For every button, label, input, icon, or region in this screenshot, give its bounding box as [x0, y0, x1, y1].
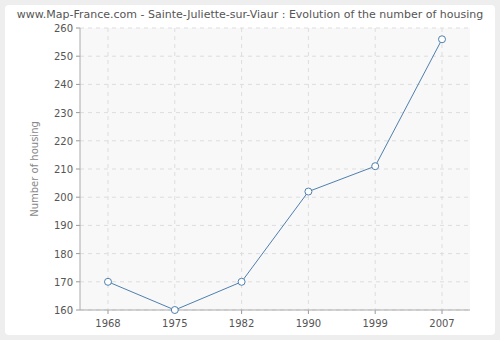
- grid-line: [80, 169, 470, 170]
- grid-line: [241, 28, 242, 310]
- x-tick-label: 1975: [162, 318, 187, 329]
- grid-line: [80, 310, 470, 311]
- y-tick-label: 180: [54, 249, 73, 260]
- data-group: [105, 36, 446, 314]
- y-tick-label: 200: [54, 192, 73, 203]
- grid-line: [80, 281, 470, 282]
- tick-mark: [76, 281, 80, 282]
- x-tick-label: 1990: [296, 318, 321, 329]
- grid-line: [80, 112, 470, 113]
- title: www.Map-France.com - Sainte-Juliette-sur…: [17, 8, 484, 21]
- tick-mark: [76, 84, 80, 85]
- grid-line: [80, 28, 470, 29]
- y-tick-label: 240: [54, 79, 73, 90]
- chart-root: www.Map-France.com - Sainte-Juliette-sur…: [0, 0, 500, 340]
- grid-line: [80, 253, 470, 254]
- tick-mark: [108, 310, 109, 314]
- y-tick-label: 260: [54, 23, 73, 34]
- tick-mark: [76, 56, 80, 57]
- data-point: [171, 307, 178, 314]
- y-tick-label: 250: [54, 51, 73, 62]
- x-tick-label: 1982: [229, 318, 254, 329]
- x-tick-label: 1968: [95, 318, 120, 329]
- data-point: [305, 188, 312, 195]
- plot-area: [80, 28, 470, 310]
- tick-mark: [76, 112, 80, 113]
- y-axis: [80, 28, 81, 310]
- grid-line: [308, 28, 309, 310]
- tick-mark: [375, 310, 376, 314]
- grid-line: [80, 56, 470, 57]
- tick-mark: [76, 169, 80, 170]
- data-point: [372, 163, 379, 170]
- tick-mark: [76, 225, 80, 226]
- x-tick-label: 1999: [362, 318, 387, 329]
- tick-mark: [241, 310, 242, 314]
- grid-line: [108, 28, 109, 310]
- y-tick-label: 230: [54, 108, 73, 119]
- x-axis: [80, 310, 470, 311]
- data-point: [105, 278, 112, 285]
- data-point: [439, 36, 446, 43]
- y-tick-label: 160: [54, 305, 73, 316]
- data-point: [238, 278, 245, 285]
- x-tick-label: 2007: [429, 318, 454, 329]
- y-tick-label: 210: [54, 164, 73, 175]
- panel: [5, 5, 495, 335]
- y-axis-label: Number of housing: [29, 121, 40, 217]
- tick-mark: [442, 310, 443, 314]
- background: [0, 0, 500, 340]
- tick-mark: [76, 140, 80, 141]
- data-line: [108, 39, 442, 310]
- tick-mark: [76, 28, 80, 29]
- y-tick-label: 220: [54, 136, 73, 147]
- tick-mark: [308, 310, 309, 314]
- grid-line: [442, 28, 443, 310]
- grid-line: [80, 140, 470, 141]
- y-tick-label: 170: [54, 277, 73, 288]
- y-tick-label: 190: [54, 220, 73, 231]
- chart-svg: www.Map-France.com - Sainte-Juliette-sur…: [0, 0, 500, 340]
- tick-mark: [76, 197, 80, 198]
- grid-line: [80, 197, 470, 198]
- grid-line: [80, 225, 470, 226]
- tick-mark: [76, 253, 80, 254]
- grid-line: [80, 84, 470, 85]
- tick-mark: [76, 310, 80, 311]
- grid-line: [174, 28, 175, 310]
